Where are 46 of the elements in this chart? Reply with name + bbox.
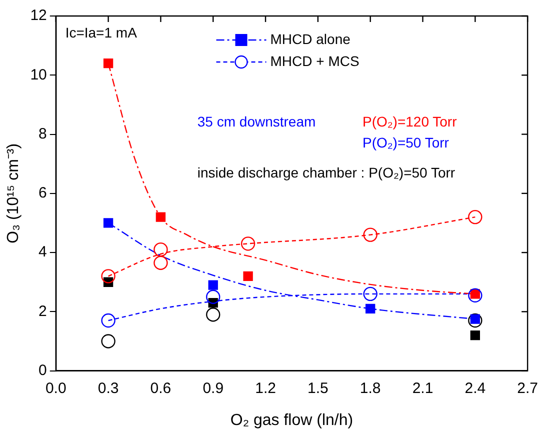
annotation: Ic=Ia=1 mA: [65, 24, 138, 41]
x-tick-label: 2.1: [412, 380, 434, 397]
point: [468, 313, 482, 328]
annotation: 35 cm downstream: [197, 113, 316, 130]
x-tick-label: 1.8: [360, 380, 381, 397]
point: [156, 212, 166, 222]
annotation: P(O₂)=50 Torr: [362, 134, 450, 151]
point: [101, 269, 116, 284]
y-tick-label: 8: [38, 125, 47, 142]
x-tick-label: 1.2: [255, 380, 276, 397]
point: [103, 218, 114, 228]
point: [243, 271, 253, 282]
point: [366, 304, 376, 314]
point: [208, 280, 218, 290]
annotation: inside discharge chamber : P(O₂)=50 Torr: [197, 164, 456, 181]
y-tick-label: 2: [38, 302, 47, 320]
y-tick-label: 4: [38, 244, 47, 261]
x-tick-label: 0.9: [202, 380, 224, 397]
point: [240, 236, 256, 251]
x-tick-label: 2.7: [517, 380, 538, 397]
point: [103, 58, 114, 68]
point: [101, 313, 116, 328]
point: [470, 330, 480, 340]
x-tick-label: 1.5: [308, 380, 328, 397]
legend-label: MHCD + MCS: [270, 52, 360, 69]
annotation: P(O₂)=120 Torr: [362, 113, 458, 130]
x-tick-label: 0.3: [98, 380, 119, 397]
point: [154, 256, 168, 270]
x-tick-label: 0.6: [150, 380, 172, 397]
x-tick-label: 2.4: [464, 380, 486, 397]
y-tick-label: 6: [38, 184, 47, 202]
legend-label: MHCD alone: [270, 30, 351, 47]
point: [363, 228, 378, 242]
x-axis-title: O₂ gas flow (ln/h): [230, 412, 354, 429]
point: [101, 334, 116, 348]
point: [206, 308, 220, 322]
point: [468, 288, 482, 303]
y-axis-title: O₃ (10¹⁵ cm⁻³): [5, 143, 22, 244]
point: [363, 286, 378, 302]
point: [206, 290, 220, 304]
point: [468, 210, 482, 224]
y-tick-label: 0: [38, 362, 47, 379]
point: [154, 242, 168, 257]
y-tick-label: 10: [30, 66, 47, 84]
y-tick-label: 12: [30, 7, 47, 24]
x-tick-label: 0.0: [45, 380, 66, 397]
